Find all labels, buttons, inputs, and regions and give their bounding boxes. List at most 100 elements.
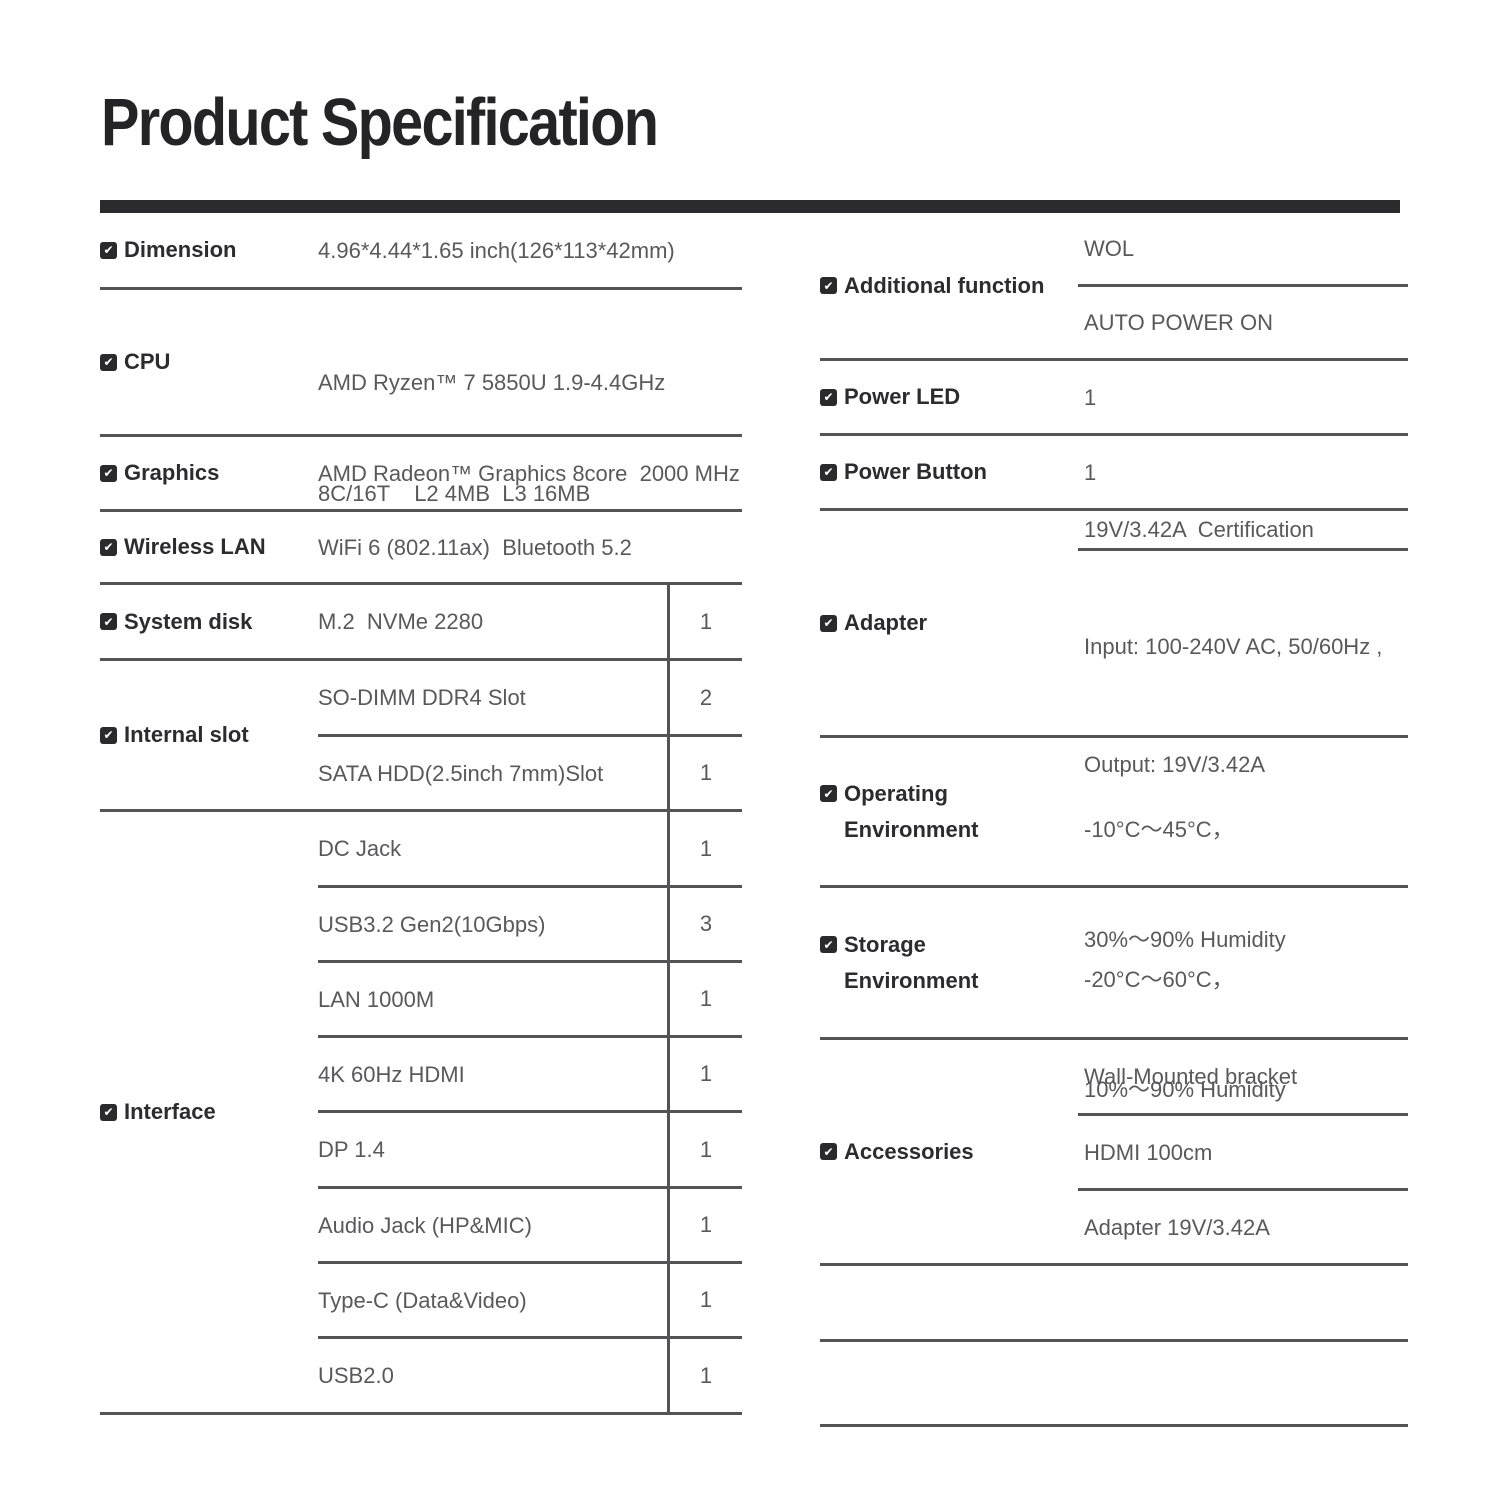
spec-group-wireless-lan: ✔ Wireless LAN WiFi 6 (802.11ax) Bluetoo… [100,512,742,585]
table-row: WiFi 6 (802.11ax) Bluetooth 5.2 [318,512,742,582]
spec-label-cell: ✔ Operating Environment [820,738,1078,885]
spec-group-interface: ✔ Interface DC Jack 1 USB3.2 Gen2(10Gbps… [100,812,742,1415]
spec-label: Wireless LAN [124,534,266,559]
spec-value-line: -10°C～45°C， [1084,817,1234,842]
spec-value: 1 [1084,459,1097,485]
spec-table-right: ✔ Additional function WOL AUTO POWER ON … [820,213,1408,1427]
spec-label: Graphics [124,460,220,485]
spec-group-internal-slot: ✔ Internal slot SO-DIMM DDR4 Slot 2 SATA… [100,661,742,812]
spec-count: 3 [667,888,742,960]
table-row: 19V/3.42A Certification [1078,511,1408,551]
checkbox-icon: ✔ [820,277,837,294]
checkbox-icon: ✔ [820,388,837,406]
spec-value-line: 8C/16T L2 4MB L3 16MB [318,481,591,506]
spec-value: SO-DIMM DDR4 Slot [318,685,526,710]
spec-group-additional-function: ✔ Additional function WOL AUTO POWER ON [820,213,1408,361]
spec-value: 4.96*4.44*1.65 inch(126*113*42mm) [318,237,675,263]
spec-value: LAN 1000M [318,986,435,1012]
spec-label-cell: ✔ Internal slot [100,661,318,809]
checkbox-icon: ✔ [100,1103,117,1121]
checkbox-icon: ✔ [820,1143,837,1160]
spec-group-storage-environment: ✔ Storage Environment -20°C～60°C， 10%～90… [820,888,1408,1102]
spec-value: AUTO POWER ON [1084,310,1274,335]
spec-value: AMD Radeon™ Graphics 8core 2000 MHz [318,460,740,486]
spec-label-cell: ✔ Additional function [820,213,1078,358]
spec-group-graphics: ✔ Graphics AMD Radeon™ Graphics 8core 20… [100,437,742,512]
spec-value: -10°C～45°C， 30%～90% Humidity [1078,738,1408,1032]
checkbox-icon: ✔ [100,726,117,744]
spec-count: 1 [667,1113,742,1186]
spec-value-line: Output: 19V/3.42A [1084,752,1266,777]
spec-value: USB3.2 Gen2(10Gbps) [318,911,546,937]
spec-value-line: 10%～90% Humidity [1084,1077,1286,1102]
spec-value: DP 1.4 [318,1137,385,1162]
spec-group-cpu: ✔ CPU AMD Ryzen™ 7 5850U 1.9-4.4GHz 8C/1… [100,290,742,506]
spec-value: Wall-Mounted bracket [1084,1064,1298,1089]
spec-value: WOL [1084,236,1135,261]
checkbox-icon: ✔ [100,241,117,259]
spec-count: 1 [667,1189,742,1261]
table-row: -10°C～45°C， 30%～90% Humidity [1078,738,1408,1032]
spec-count: 1 [667,737,742,809]
table-row: Adapter 19V/3.42A [1078,1191,1408,1263]
spec-label: Operating [844,780,948,806]
checkbox-icon: ✔ [100,538,117,556]
spec-group-adapter: ✔ Adapter 19V/3.42A Certification Input:… [820,511,1408,777]
spec-count: 1 [667,812,742,885]
spec-value: 4K 60Hz HDMI [318,1061,465,1087]
spec-value-line: -20°C～60°C， [1084,967,1234,992]
spec-value-line: Input: 100-240V AC, 50/60Hz , [1084,634,1383,659]
spec-value: HDMI 100cm [1084,1139,1213,1165]
checkbox-icon: ✔ [820,614,837,632]
spec-value: -20°C～60°C， 10%～90% Humidity [1078,888,1408,1182]
spec-group-power-button: ✔ Power Button 1 [820,436,1408,511]
spec-value: AMD Ryzen™ 7 5850U 1.9-4.4GHz 8C/16T L2 … [318,290,742,586]
spec-label-cell: ✔ Power LED [820,361,1078,433]
spec-label-cell: ✔ Wireless LAN [100,512,318,582]
table-row: DP 1.4 1 [318,1113,742,1189]
table-row: Wall-Mounted bracket [1078,1040,1408,1116]
spec-value: Adapter 19V/3.42A [1084,1214,1270,1240]
spec-table-left: ✔ Dimension 4.96*4.44*1.65 inch(126*113*… [100,213,742,1415]
spec-group-dimension: ✔ Dimension 4.96*4.44*1.65 inch(126*113*… [100,213,742,290]
spec-label: Additional function [844,272,1045,298]
spec-group-accessories: ✔ Accessories Wall-Mounted bracket HDMI … [820,1040,1408,1266]
table-row: SO-DIMM DDR4 Slot 2 [318,661,742,737]
table-row: USB2.0 1 [318,1339,742,1412]
checkbox-icon: ✔ [100,613,117,630]
spec-count: 1 [667,1264,742,1336]
spec-label: Accessories [844,1138,974,1164]
checkbox-icon: ✔ [100,353,117,371]
table-row: DC Jack 1 [318,812,742,888]
checkbox-icon: ✔ [820,785,837,802]
spec-label-cell: ✔ Interface [100,812,318,1412]
spec-label: Adapter [844,610,928,635]
spec-value: Audio Jack (HP&MIC) [318,1212,532,1238]
spec-label: Power Button [844,459,987,484]
spec-group-system-disk: ✔ System disk M.2 NVMe 2280 1 [100,585,742,661]
title-underline-bar [100,200,1400,213]
spec-group-empty-2 [820,1342,1408,1427]
spec-value: Input: 100-240V AC, 50/60Hz , Output: 19… [1078,551,1408,861]
spec-label-cell: ✔ Accessories [820,1040,1078,1263]
spec-value: DC Jack [318,836,402,861]
spec-label-cell: ✔ Adapter [820,511,1078,735]
table-row: Input: 100-240V AC, 50/60Hz , Output: 19… [1078,551,1408,861]
spec-value: WiFi 6 (802.11ax) Bluetooth 5.2 [318,534,632,560]
spec-label: Environment [844,967,979,993]
spec-label-cell: ✔ Graphics [100,437,318,509]
table-row: M.2 NVMe 2280 1 [318,585,742,658]
spec-label: Power LED [844,384,961,409]
table-row: 4K 60Hz HDMI 1 [318,1038,742,1113]
spec-count: 2 [667,661,742,734]
checkbox-icon: ✔ [820,936,837,953]
checkbox-icon: ✔ [820,463,837,481]
checkbox-icon: ✔ [100,464,117,482]
spec-count: 1 [667,585,742,658]
spec-value-line: 30%～90% Humidity [1084,927,1286,952]
spec-label-cell: ✔ Dimension [100,213,318,287]
spec-label-cell: ✔ Storage Environment [820,888,1078,1037]
spec-label-cell: ✔ System disk [100,585,318,658]
spec-value: 1 [1084,384,1097,410]
